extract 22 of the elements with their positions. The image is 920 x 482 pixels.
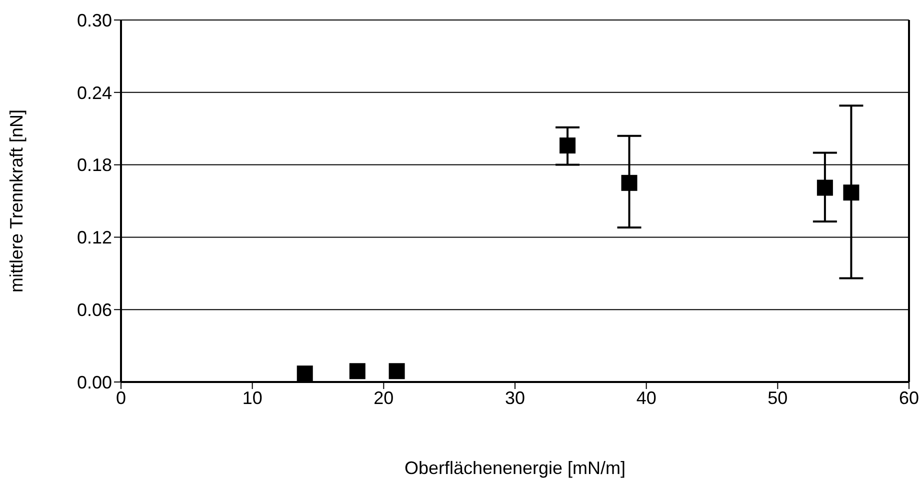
y-tick-label: 0.24 <box>76 82 112 103</box>
y-tick-label: 0.30 <box>76 10 112 30</box>
x-axis-title: Oberflächenenergie [mN/m] <box>404 458 626 478</box>
point <box>349 363 366 380</box>
point <box>560 137 576 154</box>
x-tick-label: 10 <box>242 388 262 408</box>
y-axis-title: mittlere Trennkraft [nN] <box>6 109 26 293</box>
x-tick-label: 20 <box>374 388 394 408</box>
x-tick-label: 50 <box>768 388 788 408</box>
point <box>296 366 313 382</box>
x-tick-label: 60 <box>898 388 920 408</box>
x-tick-label: 30 <box>504 388 526 408</box>
y-tick-label: 0.18 <box>76 155 112 176</box>
y-tick-label: 0.00 <box>76 372 112 392</box>
point <box>621 174 638 191</box>
x-tick-label: 0 <box>116 388 126 408</box>
point <box>388 363 405 380</box>
y-tick-label: 0.12 <box>76 228 112 248</box>
x-tick-label: 40 <box>636 388 656 408</box>
point <box>816 180 833 196</box>
point <box>843 184 860 201</box>
y-tick-label: 0.06 <box>76 300 112 320</box>
